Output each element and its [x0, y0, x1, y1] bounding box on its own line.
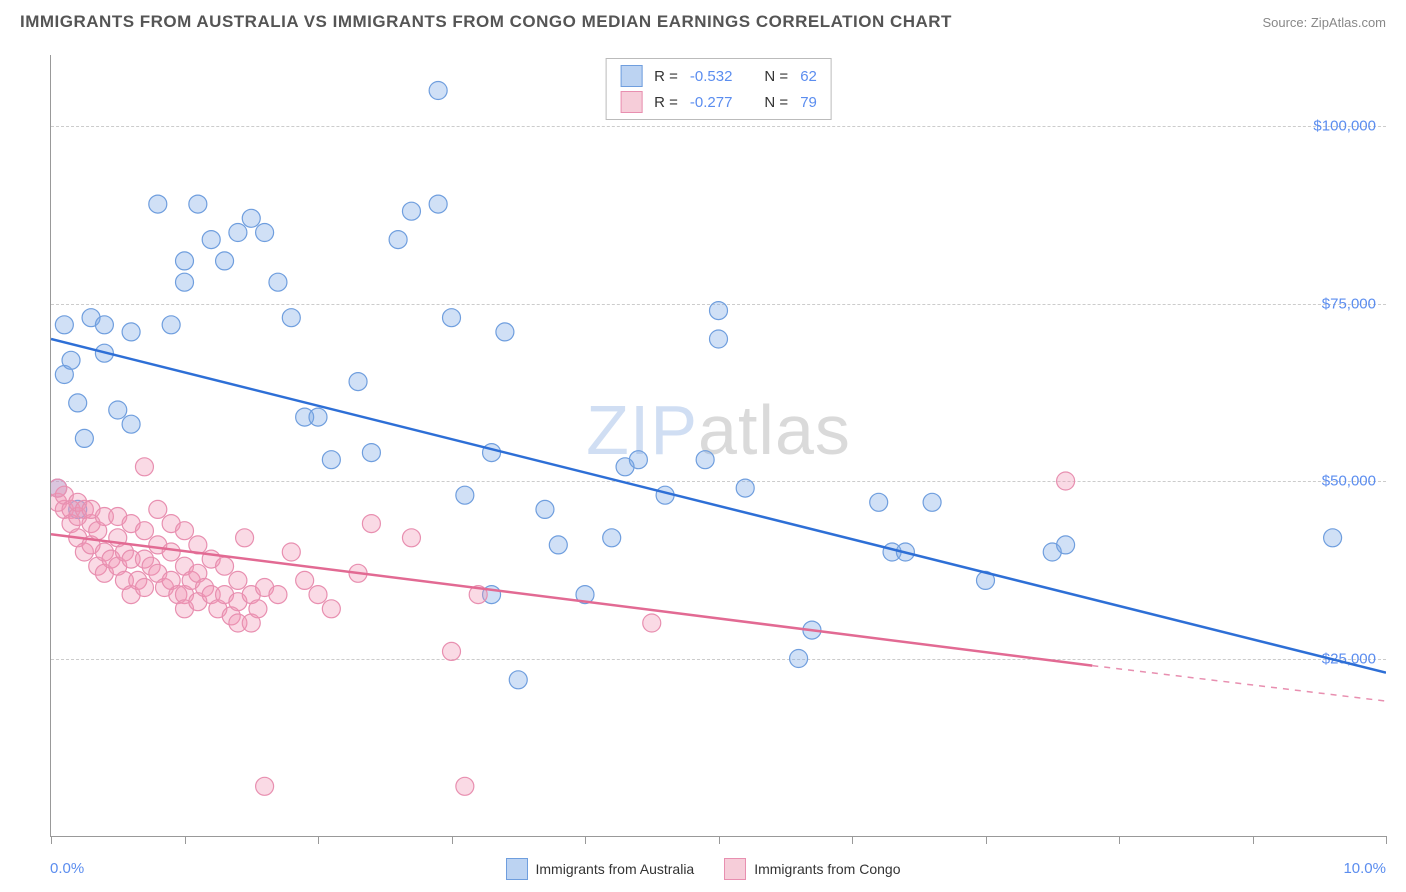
- correlation-legend: R = -0.532 N = 62 R = -0.277 N = 79: [605, 58, 832, 120]
- xtick: [719, 836, 720, 844]
- chart-title: IMMIGRANTS FROM AUSTRALIA VS IMMIGRANTS …: [20, 12, 952, 32]
- series-legend: Immigrants from Australia Immigrants fro…: [0, 858, 1406, 880]
- xtick: [1119, 836, 1120, 844]
- xtick: [986, 836, 987, 844]
- legend-swatch-1: [620, 91, 642, 113]
- xtick: [452, 836, 453, 844]
- legend-row-1: R = -0.277 N = 79: [620, 89, 817, 115]
- xtick: [585, 836, 586, 844]
- xtick: [1253, 836, 1254, 844]
- chart-area: ZIPatlas R = -0.532 N = 62 R = -0.277 N …: [50, 55, 1386, 837]
- xtick: [852, 836, 853, 844]
- xtick: [185, 836, 186, 844]
- xtick: [318, 836, 319, 844]
- series-name-0: Immigrants from Australia: [536, 861, 695, 877]
- legend-item-1: Immigrants from Congo: [724, 858, 900, 880]
- n-label-0: N =: [764, 68, 788, 85]
- r-value-0: -0.532: [690, 68, 733, 85]
- legend-item-0: Immigrants from Australia: [506, 858, 695, 880]
- series-swatch-1: [724, 858, 746, 880]
- title-bar: IMMIGRANTS FROM AUSTRALIA VS IMMIGRANTS …: [0, 0, 1406, 40]
- r-label-1: R =: [654, 94, 678, 111]
- r-value-1: -0.277: [690, 94, 733, 111]
- n-value-1: 79: [800, 94, 817, 111]
- legend-row-0: R = -0.532 N = 62: [620, 63, 817, 89]
- r-label-0: R =: [654, 68, 678, 85]
- xtick: [51, 836, 52, 844]
- series-swatch-0: [506, 858, 528, 880]
- source-label: Source: ZipAtlas.com: [1262, 15, 1386, 30]
- legend-swatch-0: [620, 65, 642, 87]
- xtick: [1386, 836, 1387, 844]
- n-label-1: N =: [764, 94, 788, 111]
- scatter-plot: [51, 55, 1386, 836]
- series-name-1: Immigrants from Congo: [754, 861, 900, 877]
- n-value-0: 62: [800, 68, 817, 85]
